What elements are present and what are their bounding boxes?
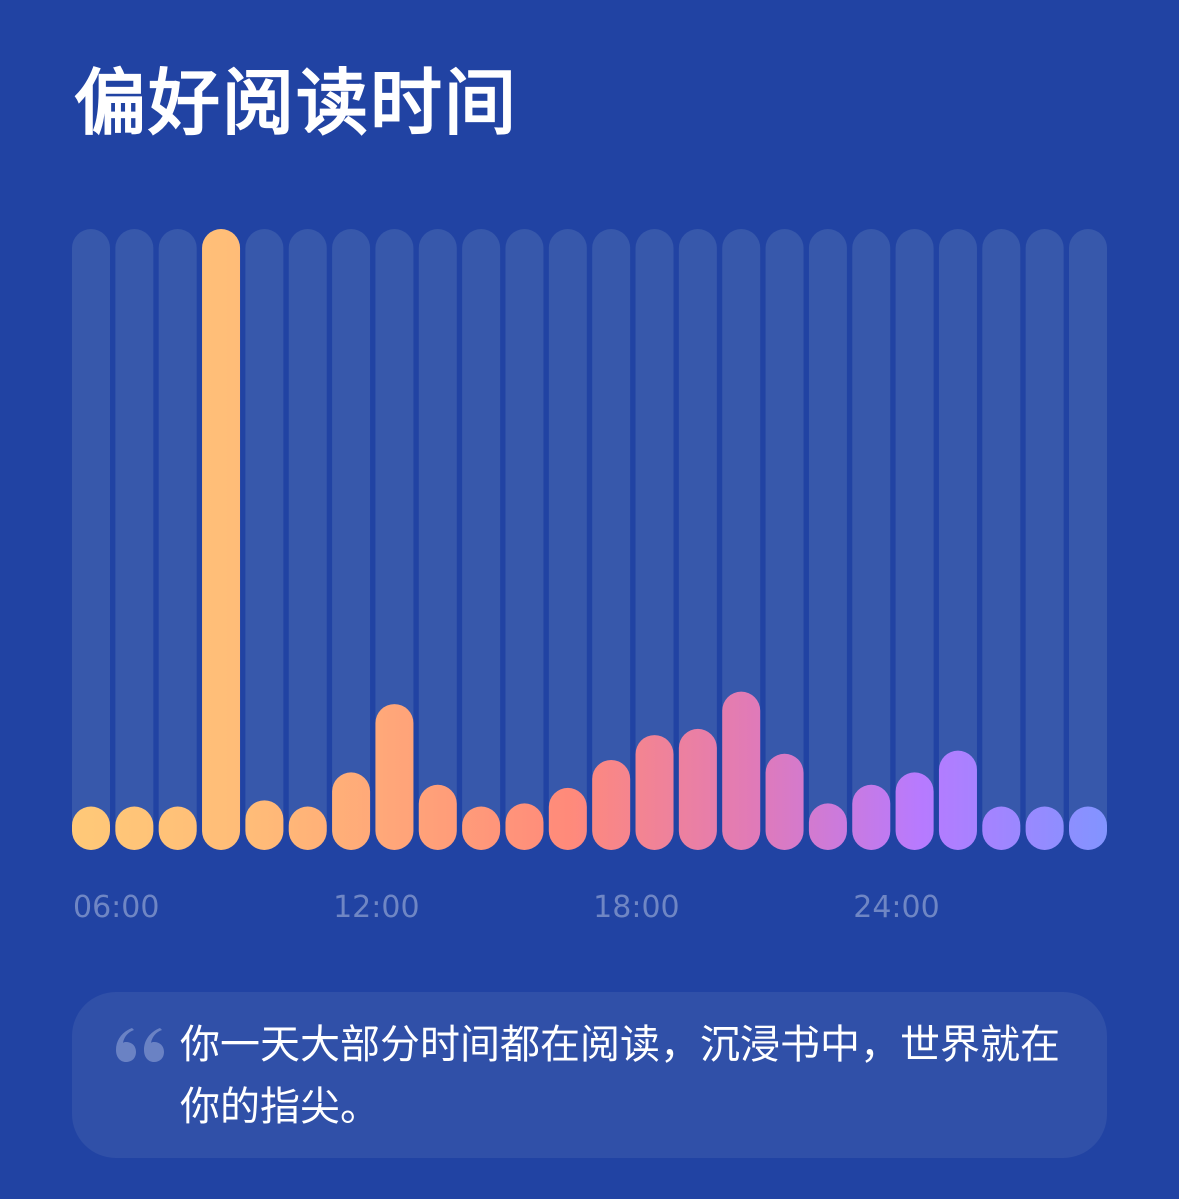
bar-track (852, 229, 891, 850)
bar-15:00 (462, 806, 501, 850)
bar-10:00 (245, 800, 284, 850)
bar-track (332, 229, 371, 850)
bar-track (808, 229, 847, 850)
quote-text: 你一天大部分时间都在阅读，沉浸书中，世界就在你的指尖。 (180, 1022, 1060, 1130)
bar-01:00 (895, 772, 934, 850)
bar-track (462, 229, 501, 850)
bar-07:00 (115, 806, 154, 850)
bar-track (505, 229, 544, 850)
bar-18:00 (592, 759, 631, 850)
x-tick-label: 06:00 (73, 890, 160, 925)
bar-track (115, 229, 154, 850)
bar-05:00 (1069, 806, 1107, 850)
bar-track (548, 229, 587, 850)
bar-22:00 (765, 753, 804, 850)
bar-19:00 (635, 735, 674, 850)
bar-14:00 (418, 784, 457, 850)
bar-16:00 (505, 803, 544, 850)
bar-track (418, 229, 457, 850)
bar-03:00 (982, 806, 1021, 850)
bar-11:00 (288, 806, 327, 850)
x-tick-label: 12:00 (333, 890, 420, 925)
bar-24:00 (852, 784, 891, 850)
reading-time-bar-chart (72, 229, 1107, 850)
bar-track (678, 229, 717, 850)
bar-track (245, 229, 284, 850)
bar-track (765, 229, 804, 850)
bar-06:00 (72, 806, 110, 850)
bars (72, 229, 1107, 850)
bar-track (72, 229, 110, 850)
x-tick-label: 24:00 (853, 890, 940, 925)
quote-card: 你一天大部分时间都在阅读，沉浸书中，世界就在你的指尖。 (72, 992, 1107, 1158)
bar-02:00 (938, 750, 977, 850)
bar-track (635, 229, 674, 850)
bar-track (592, 229, 631, 850)
page-title: 偏好阅读时间 (74, 61, 519, 145)
bar-13:00 (375, 704, 414, 850)
bar-08:00 (158, 806, 197, 850)
bar-09:00 (202, 229, 241, 850)
bar-12:00 (332, 772, 371, 850)
bar-tracks (72, 229, 1107, 850)
bar-04:00 (1025, 806, 1064, 850)
bar-track (982, 229, 1021, 850)
bar-track (895, 229, 934, 850)
bar-track (375, 229, 414, 850)
bar-23:00 (808, 803, 847, 850)
bar-track (288, 229, 327, 850)
bar-20:00 (678, 728, 717, 850)
bar-21:00 (722, 691, 761, 850)
bar-track (938, 229, 977, 850)
bar-17:00 (548, 787, 587, 850)
x-tick-label: 18:00 (593, 890, 680, 925)
bar-track (158, 229, 197, 850)
quote-icon (116, 1028, 164, 1062)
bar-track (1025, 229, 1064, 850)
bar-track (1069, 229, 1107, 850)
